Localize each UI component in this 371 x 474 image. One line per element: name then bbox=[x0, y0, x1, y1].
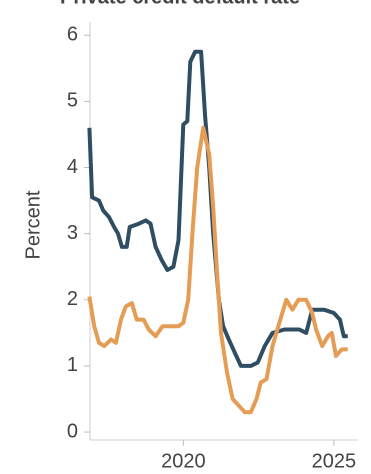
chart-title: Private credit default rate bbox=[60, 0, 300, 8]
x-tick-label: 2020 bbox=[161, 450, 206, 472]
y-tick-label: 5 bbox=[67, 90, 78, 112]
y-tick-label: 4 bbox=[67, 156, 78, 178]
y-tick-label: 1 bbox=[67, 354, 78, 376]
x-tick-label: 2025 bbox=[312, 450, 357, 472]
y-tick-label: 6 bbox=[67, 24, 78, 46]
y-tick-label: 0 bbox=[67, 420, 78, 442]
series-line bbox=[87, 49, 348, 368]
y-axis-label: Percent bbox=[22, 190, 44, 259]
y-tick-label: 3 bbox=[67, 222, 78, 244]
y-tick-label: 2 bbox=[67, 288, 78, 310]
series-line bbox=[87, 125, 348, 415]
